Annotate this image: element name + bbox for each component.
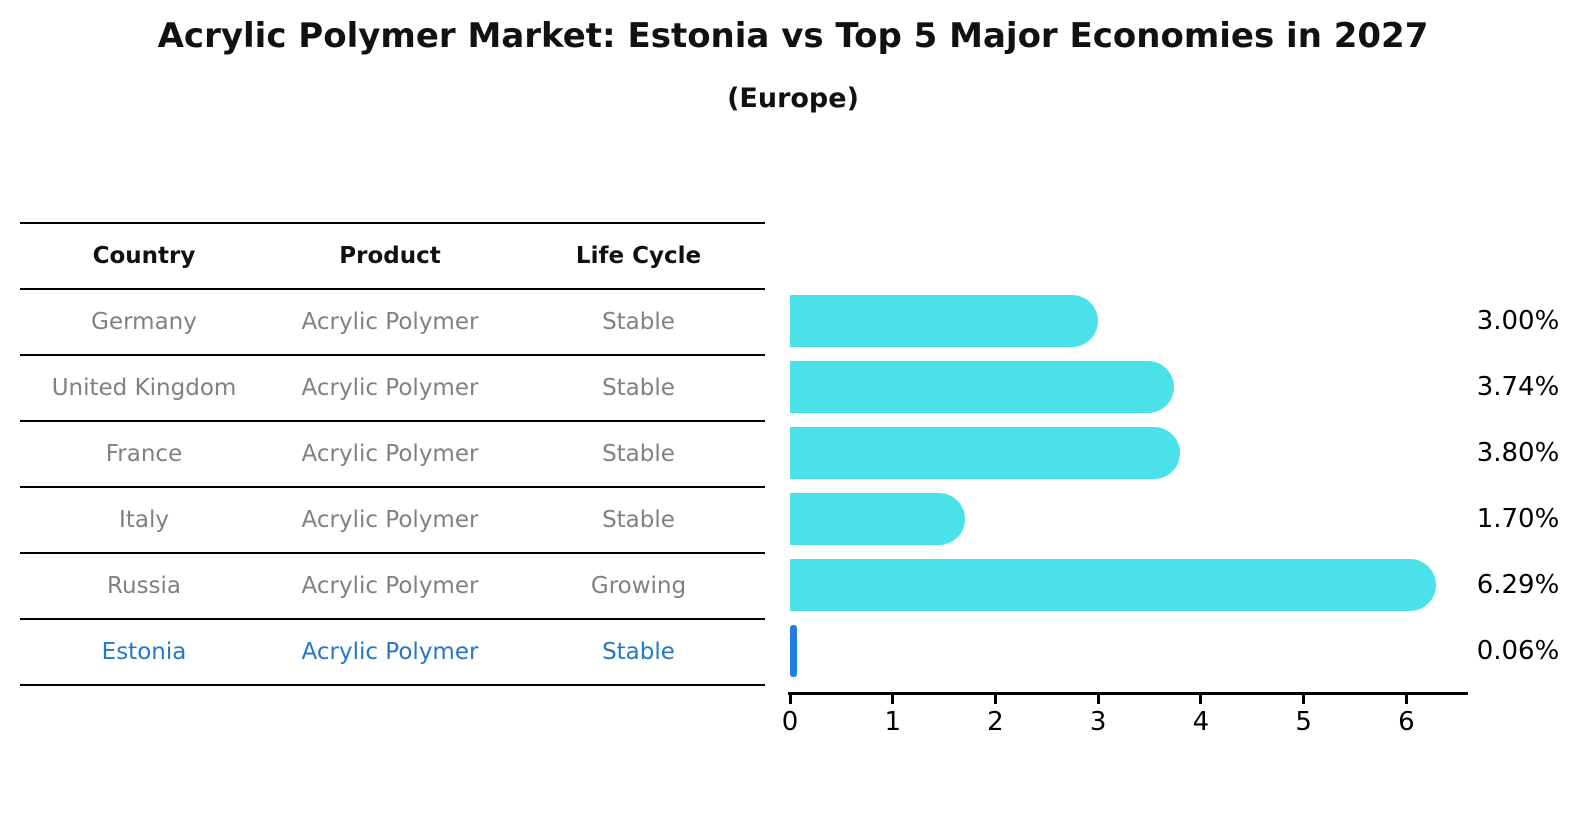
value-label-france: 3.80% xyxy=(1476,438,1560,468)
table-header-cell: Country xyxy=(92,243,196,269)
x-tick-mark xyxy=(1302,695,1306,704)
table-row-united-kingdom: United Kingdom Acrylic Polymer Stable xyxy=(20,356,765,422)
value-label-russia: 6.29% xyxy=(1476,570,1560,600)
bar-estonia xyxy=(790,625,797,677)
x-tick-mark xyxy=(1096,695,1100,704)
table-cell-product: Acrylic Polymer xyxy=(301,639,479,665)
bar-germany xyxy=(790,295,1099,347)
table-header-cell: Product xyxy=(339,243,441,269)
table-cell-product: Acrylic Polymer xyxy=(301,441,479,467)
table-row-italy: Italy Acrylic Polymer Stable xyxy=(20,488,765,554)
table-cell-country: Russia xyxy=(107,573,181,599)
table-cell-country: Germany xyxy=(91,309,197,335)
x-tick-label: 0 xyxy=(781,707,799,737)
table-cell-product: Acrylic Polymer xyxy=(301,507,479,533)
x-tick-label: 2 xyxy=(987,707,1004,737)
x-tick-label: 5 xyxy=(1295,707,1312,737)
value-label-italy: 1.70% xyxy=(1476,504,1560,534)
x-tick-label: 1 xyxy=(884,707,901,737)
x-axis: 0 1 2 3 4 5 6 xyxy=(782,692,1468,752)
x-tick-mark xyxy=(788,695,792,704)
table-row-estonia: Estonia Acrylic Polymer Stable xyxy=(20,620,765,686)
table-cell-country: Italy xyxy=(119,507,169,533)
x-tick-mark xyxy=(993,695,997,704)
bar-plot xyxy=(790,288,1468,684)
table-cell-life-cycle: Stable xyxy=(602,441,675,467)
chart-title: Acrylic Polymer Market: Estonia vs Top 5… xyxy=(157,16,1429,56)
value-label-united-kingdom: 3.74% xyxy=(1476,372,1560,402)
table-cell-life-cycle: Stable xyxy=(602,639,675,665)
table-cell-life-cycle: Stable xyxy=(602,375,675,401)
table-cell-country: France xyxy=(105,441,183,467)
value-label-germany: 3.00% xyxy=(1476,306,1560,336)
bar-italy xyxy=(790,493,965,545)
table-cell-life-cycle: Stable xyxy=(602,507,675,533)
table-cell-life-cycle: Stable xyxy=(602,309,675,335)
x-tick-label: 3 xyxy=(1089,707,1107,737)
table-header-row: Country Product Life Cycle xyxy=(20,224,765,290)
bar-france xyxy=(790,427,1181,479)
bar-russia xyxy=(790,559,1437,611)
chart-subtitle: (Europe) xyxy=(727,83,859,114)
table-cell-country: United Kingdom xyxy=(51,375,237,401)
table-row-russia: Russia Acrylic Polymer Growing xyxy=(20,554,765,620)
table-cell-product: Acrylic Polymer xyxy=(301,309,479,335)
bar-united-kingdom xyxy=(790,361,1175,413)
x-tick-mark xyxy=(1404,695,1408,704)
table-cell-product: Acrylic Polymer xyxy=(301,573,479,599)
table-cell-life-cycle: Growing xyxy=(590,573,687,599)
value-label-estonia: 0.06% xyxy=(1476,636,1560,666)
table-row-germany: Germany Acrylic Polymer Stable xyxy=(20,290,765,356)
x-tick-mark xyxy=(891,695,895,704)
table-cell-country: Estonia xyxy=(101,639,187,665)
table-cell-product: Acrylic Polymer xyxy=(301,375,479,401)
country-table: Country Product Life Cycle Germany Acrylic … xyxy=(20,222,765,686)
x-axis-spine xyxy=(788,692,1468,695)
x-tick-mark xyxy=(1199,695,1203,704)
x-tick-label: 4 xyxy=(1192,707,1210,737)
table-header-cell: Life Cycle xyxy=(575,243,702,269)
table-row-france: France Acrylic Polymer Stable xyxy=(20,422,765,488)
x-tick-label: 6 xyxy=(1398,707,1415,737)
